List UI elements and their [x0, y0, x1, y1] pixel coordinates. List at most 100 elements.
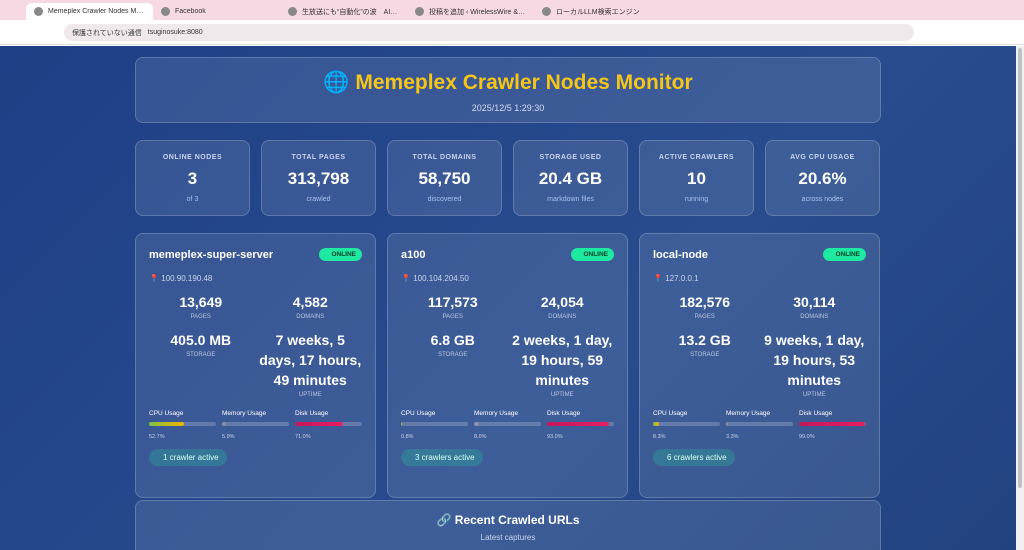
usage-fill — [799, 422, 866, 426]
pin-icon: 📍 — [149, 274, 159, 283]
url: tsuginosuke:8080 — [147, 29, 203, 36]
usage-bar — [726, 422, 793, 426]
stat-value: 20.6% — [798, 169, 847, 188]
node-header: local-node ONLINE — [653, 248, 866, 261]
node-card: local-node ONLINE 📍 127.0.0.1 182,576 PAGES 3… — [639, 233, 880, 498]
timestamp: 2025/12/5 1:29:30 — [471, 103, 545, 113]
status-badge: ONLINE — [823, 248, 866, 261]
metric: 24,054 DOMAINS — [511, 292, 615, 330]
metric: 182,576 PAGES — [653, 292, 757, 330]
tab-title: Facebook — [175, 8, 206, 15]
usage-fill — [726, 422, 729, 426]
url-field[interactable]: 保護されていない通信 tsuginosuke:8080 — [64, 24, 914, 41]
usage-fill — [401, 422, 402, 426]
usage-percent: 52.7% — [149, 434, 165, 440]
tab-title: Memeplex Crawler Nodes Monitor — [48, 8, 145, 15]
metric-value: 24,054 — [540, 294, 584, 310]
usage-name: CPU Usage — [149, 410, 184, 417]
usage-fill — [295, 422, 343, 426]
stat-value: 58,750 — [418, 169, 471, 188]
tab-favicon — [161, 7, 170, 16]
tab-title: 生放送にも“自動化”の波 AIカメラ — [302, 8, 399, 16]
title: 🌐 Memeplex Crawler Nodes Monitor — [136, 71, 880, 95]
node-header: memeplex-super-server ONLINE — [149, 248, 362, 261]
usage-row: CPU Usage 0.8% Memory Usage 8.0% Disk Usage 9… — [401, 410, 614, 440]
usage-fill — [653, 422, 659, 426]
metrics: 182,576 PAGES 30,114 DOMAINS 13.2 GB STORAGE 9… — [653, 292, 866, 408]
metric: 13,649 PAGES — [149, 292, 253, 330]
metric-value: 6.8 GB — [430, 332, 475, 348]
recent-section: 🔗 Recent Crawled URLs Latest captures — [135, 500, 881, 550]
metric-label: PAGES — [442, 314, 463, 320]
stat-sub: discovered — [427, 196, 462, 203]
stat-sub: crawled — [306, 196, 331, 203]
security-chip[interactable]: 保護されていない通信 — [72, 29, 142, 37]
usage-bar — [547, 422, 614, 426]
header: 🌐 Memeplex Crawler Nodes Monitor 2025/12… — [135, 57, 881, 123]
metric: 405.0 MB STORAGE — [149, 330, 253, 408]
stat-label: ONLINE NODES — [162, 154, 223, 161]
tab[interactable]: 投稿を追加 ‹ WirelessWire & Smart — [407, 3, 534, 20]
usage-row: CPU Usage 52.7% Memory Usage 5.9% Disk Usage… — [149, 410, 362, 440]
tab[interactable]: 生放送にも“自動化”の波 AIカメラ — [280, 3, 407, 20]
stat-sub: markdown files — [547, 196, 594, 203]
node-ip-row: 📍 127.0.0.1 — [653, 274, 866, 283]
usage-item: CPU Usage 8.3% — [653, 410, 720, 440]
tab[interactable]: Facebook — [153, 3, 280, 20]
stat-label: ACTIVE CRAWLERS — [658, 154, 735, 161]
tab[interactable]: ローカルLLM検索エンジン — [534, 3, 661, 20]
node-header: a100 ONLINE — [401, 248, 614, 261]
usage-bar — [295, 422, 362, 426]
metric-label: STORAGE — [438, 352, 468, 358]
scroll-thumb[interactable] — [1018, 48, 1022, 488]
metric: 7 weeks, 5 days, 17 hours, 49 minutes UPT… — [259, 330, 363, 408]
title-text: Memeplex Crawler Nodes Monitor — [355, 71, 693, 94]
usage-item: Disk Usage 71.0% — [295, 410, 362, 440]
usage-bar — [401, 422, 468, 426]
crawler-badge: 3 crawlers active — [401, 449, 483, 466]
metric-value: 9 weeks, 1 day, 19 hours, 53 minutes — [764, 332, 865, 388]
recent-subtitle: Latest captures — [480, 533, 536, 542]
metric-label: PAGES — [190, 314, 211, 320]
recent-title-text: Recent Crawled URLs — [454, 513, 580, 527]
usage-percent: 5.9% — [222, 434, 235, 440]
metric-label: DOMAINS — [800, 314, 829, 320]
stat-sub: across nodes — [801, 196, 844, 203]
usage-percent: 8.0% — [474, 434, 487, 440]
stat-value: 313,798 — [287, 169, 350, 188]
usage-fill — [222, 422, 226, 426]
metric-value: 7 weeks, 5 days, 17 hours, 49 minutes — [259, 332, 362, 388]
pin-icon: 📍 — [401, 274, 411, 283]
status-badge: ONLINE — [571, 248, 614, 261]
metric-value: 2 weeks, 1 day, 19 hours, 59 minutes — [512, 332, 613, 388]
tab-strip: Memeplex Crawler Nodes Monitor Facebook 生放… — [0, 0, 1024, 20]
usage-percent: 0.8% — [401, 434, 414, 440]
node-name: memeplex-super-server — [149, 248, 274, 261]
usage-percent: 71.0% — [295, 434, 311, 440]
stat-label: STORAGE USED — [539, 154, 602, 161]
node-card: a100 ONLINE 📍 100.104.204.50 117,573 PAGES 24… — [387, 233, 628, 498]
dashboard: 🌐 Memeplex Crawler Nodes Monitor 2025/12… — [0, 46, 1016, 550]
usage-fill — [547, 422, 610, 426]
metric-value: 30,114 — [793, 294, 836, 310]
stat-label: TOTAL DOMAINS — [412, 154, 477, 161]
usage-name: Disk Usage — [547, 410, 581, 417]
usage-bar — [799, 422, 866, 426]
metrics: 117,573 PAGES 24,054 DOMAINS 6.8 GB STORAGE 2 … — [401, 292, 614, 408]
metric-label: UPTIME — [298, 392, 322, 398]
tab[interactable]: Memeplex Crawler Nodes Monitor — [26, 3, 153, 20]
usage-name: Memory Usage — [726, 410, 771, 417]
scrollbar[interactable] — [1016, 46, 1024, 550]
usage-name: CPU Usage — [653, 410, 688, 417]
metric-label: UPTIME — [550, 392, 574, 398]
stat-card: ACTIVE CRAWLERS 10 running — [639, 140, 754, 216]
usage-bar — [149, 422, 216, 426]
usage-fill — [474, 422, 480, 426]
usage-name: CPU Usage — [401, 410, 436, 417]
usage-item: Disk Usage 99.0% — [799, 410, 866, 440]
usage-name: Memory Usage — [474, 410, 519, 417]
stat-card: ONLINE NODES 3 of 3 — [135, 140, 250, 216]
metric-label: PAGES — [694, 314, 715, 320]
tab-favicon — [34, 7, 43, 16]
